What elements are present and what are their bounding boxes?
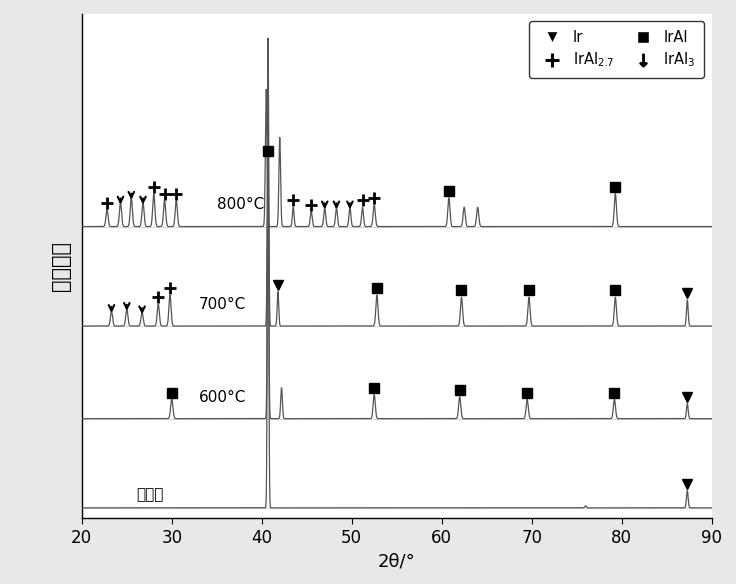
Text: 700°C: 700°C bbox=[199, 297, 246, 312]
X-axis label: 2θ/°: 2θ/° bbox=[378, 552, 416, 570]
Y-axis label: 相对强度: 相对强度 bbox=[51, 241, 71, 291]
Legend: Ir, IrAl$_{2.7}$, IrAl, IrAl$_3$: Ir, IrAl$_{2.7}$, IrAl, IrAl$_3$ bbox=[529, 21, 704, 78]
Text: 600°C: 600°C bbox=[199, 390, 246, 405]
Text: 800°C: 800°C bbox=[217, 197, 264, 213]
Text: 固渗前: 固渗前 bbox=[135, 488, 163, 503]
